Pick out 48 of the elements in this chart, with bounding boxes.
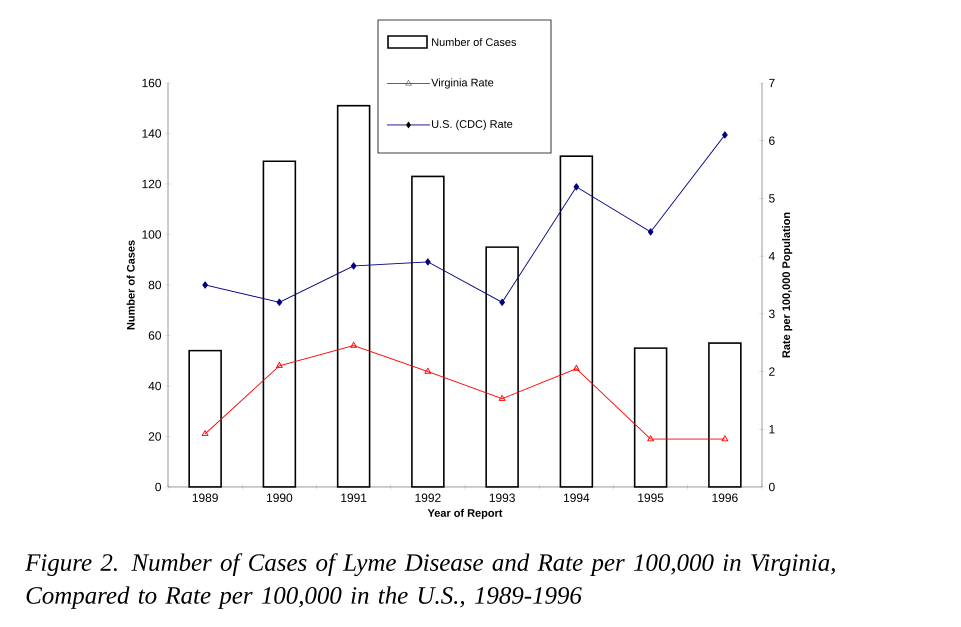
text: Figure 2. Number of Cases of Lyme Disease and Rate per 100,000 in Virginia, Compared to Rate per 100,000 in the U.S., 1989-1996 (25, 553, 835, 609)
y2-tick-label: 2 (769, 367, 775, 376)
x-axis-title: Year of Report (428, 508, 502, 520)
legend-label: U.S. (CDC) Rate (432, 120, 512, 130)
y-tick-label: 80 (148, 280, 162, 290)
point (647, 435, 654, 442)
y-tick-label: 20 (148, 432, 162, 441)
y-tick-label: 40 (148, 382, 162, 390)
x-tick-label: 1996 (712, 494, 738, 502)
point (202, 430, 209, 436)
y2-tick-label: 4 (768, 252, 775, 260)
x-tick-label: 1992 (415, 494, 441, 502)
y2-tick-label: 0 (768, 482, 775, 492)
point (424, 368, 432, 374)
y-tick-label: 120 (142, 180, 162, 188)
point (572, 364, 580, 371)
point (499, 298, 505, 306)
x-tick-label: 1994 (564, 494, 590, 502)
y-tick-label: 100 (142, 230, 162, 239)
point (350, 342, 358, 348)
point (425, 258, 431, 266)
point (276, 298, 282, 306)
y2-tick-label: 6 (769, 136, 775, 145)
point (202, 281, 208, 289)
point (498, 394, 506, 401)
x-tick-label: 1989 (192, 494, 218, 502)
y-tick-label: 160 (142, 78, 162, 88)
x-tick-label: 1993 (490, 494, 515, 502)
point (350, 262, 356, 270)
y-axis-title: Number of Cases (126, 240, 135, 330)
y2-tick-label: 1 (769, 425, 775, 434)
legend-label: Number of Cases (432, 38, 516, 46)
point (574, 183, 580, 191)
y-tick-label: 140 (142, 129, 162, 138)
y-tick-label: 60 (148, 331, 162, 340)
y-tick-label: 0 (155, 482, 162, 492)
y2-tick-label: 7 (769, 78, 775, 88)
point (721, 435, 728, 442)
y2-tick-label: 5 (769, 194, 775, 203)
x-tick-label: 1991 (341, 494, 366, 502)
x-tick-label: 1995 (638, 494, 664, 502)
legend-label: Virginia Rate (431, 78, 494, 89)
x-tick-label: 1990 (266, 494, 292, 502)
y2-tick-label: 3 (768, 310, 775, 318)
point (648, 228, 654, 236)
point (276, 362, 283, 368)
point (722, 131, 728, 139)
y2-axis-title: Rate per 100,000 Population (782, 212, 792, 358)
